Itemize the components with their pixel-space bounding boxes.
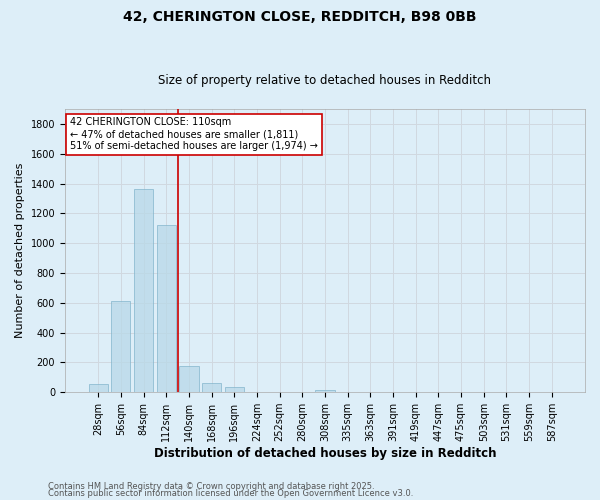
Bar [157,226,176,392]
Y-axis label: Number of detached properties: Number of detached properties [15,163,25,338]
X-axis label: Distribution of detached houses by size in Redditch: Distribution of detached houses by size … [154,447,496,460]
Text: Contains HM Land Registry data © Crown copyright and database right 2025.: Contains HM Land Registry data © Crown c… [48,482,374,491]
Text: 42 CHERINGTON CLOSE: 110sqm
← 47% of detached houses are smaller (1,811)
51% of : 42 CHERINGTON CLOSE: 110sqm ← 47% of det… [70,118,318,150]
Text: Contains public sector information licensed under the Open Government Licence v3: Contains public sector information licen… [48,490,413,498]
Bar [89,384,108,392]
Title: Size of property relative to detached houses in Redditch: Size of property relative to detached ho… [158,74,491,87]
Text: 42, CHERINGTON CLOSE, REDDITCH, B98 0BB: 42, CHERINGTON CLOSE, REDDITCH, B98 0BB [123,10,477,24]
Bar [134,190,153,392]
Bar [224,387,244,392]
Bar [111,302,130,392]
Bar [316,390,335,392]
Bar [179,366,199,392]
Bar [202,384,221,392]
